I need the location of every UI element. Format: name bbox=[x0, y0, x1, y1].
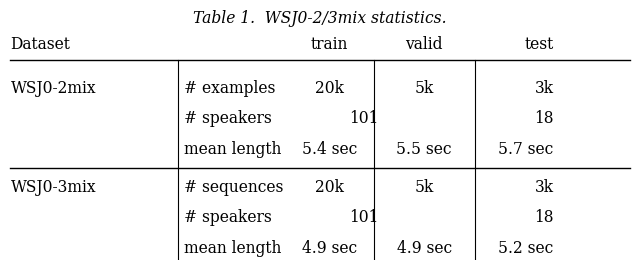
Text: 5k: 5k bbox=[415, 179, 434, 196]
Text: 4.9 sec: 4.9 sec bbox=[397, 240, 452, 257]
Text: WSJ0-2mix: WSJ0-2mix bbox=[10, 80, 96, 96]
Text: 101: 101 bbox=[349, 110, 379, 127]
Text: 3k: 3k bbox=[534, 80, 554, 96]
Text: WSJ0-3mix: WSJ0-3mix bbox=[10, 179, 96, 196]
Text: mean length: mean length bbox=[184, 141, 282, 158]
Text: test: test bbox=[524, 36, 554, 53]
Text: 20k: 20k bbox=[315, 80, 344, 96]
Text: 3k: 3k bbox=[534, 179, 554, 196]
Text: # examples: # examples bbox=[184, 80, 276, 96]
Text: 5.7 sec: 5.7 sec bbox=[499, 141, 554, 158]
Text: # speakers: # speakers bbox=[184, 209, 272, 226]
Text: 5.2 sec: 5.2 sec bbox=[499, 240, 554, 257]
Text: 18: 18 bbox=[534, 209, 554, 226]
Text: 4.9 sec: 4.9 sec bbox=[302, 240, 357, 257]
Text: 101: 101 bbox=[349, 209, 379, 226]
Text: # sequences: # sequences bbox=[184, 179, 284, 196]
Text: 5k: 5k bbox=[415, 80, 434, 96]
Text: 18: 18 bbox=[534, 110, 554, 127]
Text: Dataset: Dataset bbox=[10, 36, 70, 53]
Text: 5.5 sec: 5.5 sec bbox=[396, 141, 452, 158]
Text: train: train bbox=[311, 36, 348, 53]
Text: 20k: 20k bbox=[315, 179, 344, 196]
Text: valid: valid bbox=[406, 36, 443, 53]
Text: 5.4 sec: 5.4 sec bbox=[302, 141, 357, 158]
Text: Table 1.  WSJ0-2/3mix statistics.: Table 1. WSJ0-2/3mix statistics. bbox=[193, 10, 447, 27]
Text: # speakers: # speakers bbox=[184, 110, 272, 127]
Text: mean length: mean length bbox=[184, 240, 282, 257]
